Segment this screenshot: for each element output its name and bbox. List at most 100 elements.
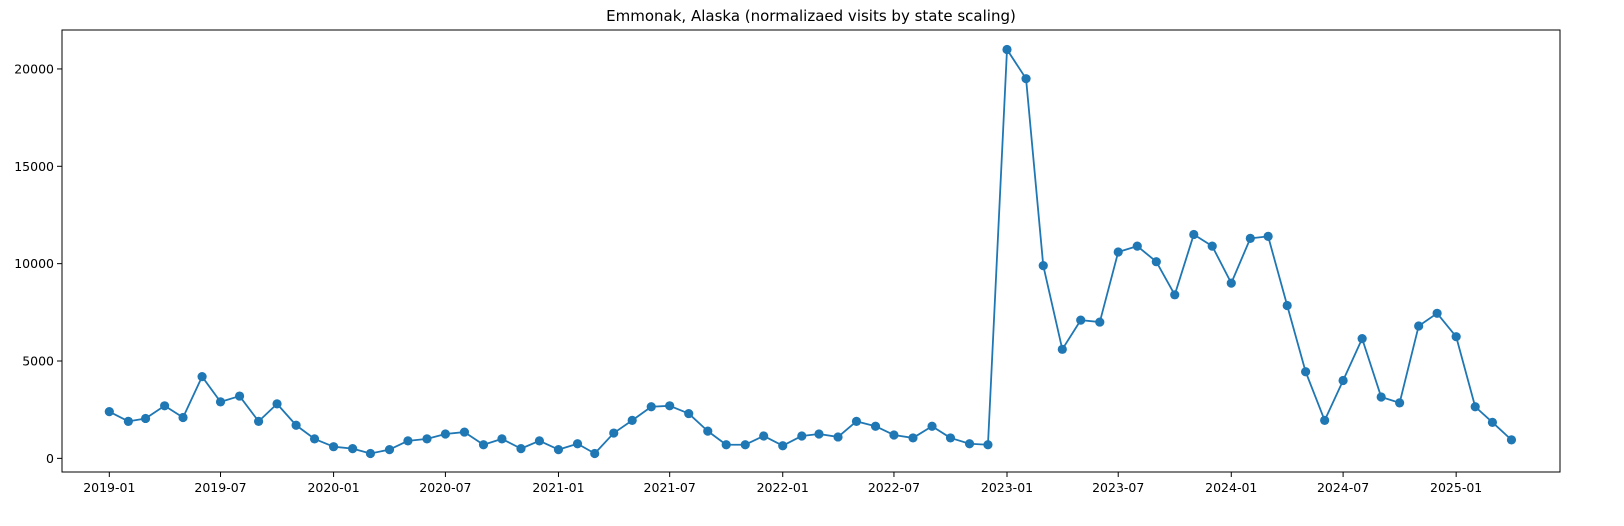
data-point (684, 408, 694, 419)
data-point (609, 428, 619, 438)
data-point (833, 432, 843, 442)
data-point (328, 442, 339, 452)
data-point (590, 448, 600, 459)
data-point (1470, 402, 1480, 412)
data-point (759, 431, 769, 441)
data-point (1451, 332, 1461, 342)
x-tick-label: 2020-01 (307, 480, 359, 495)
x-tick-label: 2022-01 (757, 480, 809, 495)
y-tick-label: 15000 (14, 159, 54, 174)
data-point (178, 412, 188, 423)
data-point (384, 445, 395, 455)
data-point (160, 401, 170, 411)
data-point (234, 391, 245, 401)
data-point (964, 439, 975, 449)
data-point (1338, 375, 1348, 386)
data-point (422, 434, 432, 444)
data-point (440, 429, 451, 439)
plot-frame (61, 29, 1561, 473)
data-point (254, 416, 264, 426)
data-point (365, 448, 376, 459)
data-point (1357, 334, 1367, 344)
data-point (403, 436, 413, 446)
data-point (1132, 241, 1142, 251)
data-point (1395, 398, 1405, 408)
data-point (197, 371, 207, 382)
x-tick-label: 2019-01 (83, 480, 135, 495)
data-point (814, 429, 824, 439)
data-point (1320, 415, 1330, 426)
y-tick-label: 0 (46, 451, 54, 466)
data-point (797, 431, 807, 441)
y-axis: 0 5000 10000 15000 20000 (14, 61, 62, 466)
data-point (309, 434, 320, 444)
data-point (1414, 321, 1424, 331)
data-point (889, 430, 899, 440)
data-point (1095, 317, 1105, 327)
data-point (1432, 308, 1442, 318)
data-point (291, 420, 301, 430)
data-point (1057, 344, 1067, 354)
data-point (1151, 257, 1161, 267)
x-tick-label: 2021-01 (532, 480, 584, 495)
data-point (348, 444, 358, 454)
data-point (983, 440, 993, 450)
x-tick-label: 2020-07 (419, 480, 471, 495)
data-point (627, 415, 637, 426)
data-point (215, 397, 226, 407)
data-point (497, 434, 507, 444)
data-point (1207, 241, 1217, 251)
series-line (108, 48, 1513, 455)
data-point (272, 399, 282, 409)
data-point (908, 433, 918, 443)
data-point (703, 426, 713, 436)
data-point (665, 401, 675, 411)
data-point (140, 413, 151, 424)
x-tick-label: 2019-07 (194, 480, 246, 495)
data-point (1487, 417, 1498, 427)
x-tick-label: 2024-07 (1317, 480, 1369, 495)
data-point (778, 441, 788, 451)
data-point (740, 440, 750, 450)
y-tick-label: 5000 (22, 354, 54, 369)
data-point (945, 433, 956, 443)
x-tick-label: 2021-07 (644, 480, 696, 495)
data-point (553, 445, 564, 455)
data-point (1376, 392, 1386, 402)
data-point (478, 440, 489, 450)
data-point (851, 416, 862, 426)
data-point (1282, 300, 1292, 311)
data-point (1021, 74, 1031, 84)
data-point (104, 407, 114, 417)
data-points (104, 44, 1517, 459)
data-point (1002, 44, 1012, 55)
x-tick-label: 2024-01 (1205, 480, 1257, 495)
data-point (123, 416, 133, 426)
data-point (1506, 435, 1517, 445)
data-point (1113, 247, 1123, 257)
data-point (1226, 278, 1236, 288)
data-point (1170, 290, 1180, 300)
data-point (870, 421, 881, 431)
chart-title: Emmonak, Alaska (normalizaed visits by s… (606, 7, 1016, 25)
data-point (572, 439, 583, 449)
data-point (1189, 229, 1199, 240)
data-point (646, 402, 656, 412)
data-point (534, 436, 545, 446)
data-point (1263, 231, 1273, 241)
data-point (721, 440, 731, 450)
data-point (459, 427, 470, 437)
x-tick-label: 2023-01 (981, 480, 1033, 495)
x-tick-label: 2022-07 (868, 480, 920, 495)
data-point (1038, 261, 1048, 271)
x-tick-label: 2025-01 (1430, 480, 1482, 495)
x-tick-label: 2023-07 (1092, 480, 1144, 495)
data-point (1076, 315, 1086, 325)
y-tick-label: 20000 (14, 61, 54, 76)
data-point (1245, 233, 1255, 243)
data-point (927, 421, 937, 431)
data-point (516, 444, 526, 454)
y-tick-label: 10000 (14, 256, 54, 271)
data-point (1301, 367, 1311, 377)
